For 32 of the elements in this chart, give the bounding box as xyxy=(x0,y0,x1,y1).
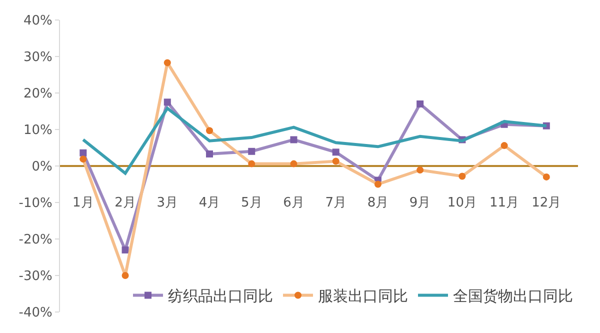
y-tick-label: -40% xyxy=(18,306,52,321)
y-tick-label: -10% xyxy=(18,196,52,212)
x-tick-label: 3月 xyxy=(156,195,178,210)
x-tick-label: 5月 xyxy=(240,195,262,210)
point xyxy=(248,148,256,155)
legend-label: 服装出口同比 xyxy=(318,287,408,306)
point xyxy=(164,98,171,106)
x-tick-label: 10月 xyxy=(447,195,477,210)
x-tick-label: 4月 xyxy=(198,195,220,210)
point xyxy=(416,100,424,108)
y-tick-label: 20% xyxy=(23,86,52,102)
x-tick-label: 9月 xyxy=(409,195,431,210)
x-tick-label: 7月 xyxy=(325,195,346,210)
point xyxy=(80,149,87,156)
point xyxy=(206,150,213,158)
y-tick-label: 10% xyxy=(23,123,52,138)
y-tick-label: -20% xyxy=(18,232,52,248)
legend-label: 全国货物出口同比 xyxy=(453,287,573,306)
y-tick-label: 30% xyxy=(23,50,52,66)
x-tick-label: 1月 xyxy=(72,195,94,210)
point xyxy=(332,148,340,156)
point xyxy=(122,246,129,254)
x-tick-label: 11月 xyxy=(490,195,520,210)
x-tick-label: 12月 xyxy=(532,195,562,210)
y-tick-label: 0% xyxy=(32,160,52,175)
legend-label: 纺织品出口同比 xyxy=(168,287,273,306)
y-tick-label: -30% xyxy=(18,269,52,284)
point xyxy=(290,136,298,144)
x-tick-label: 2月 xyxy=(114,195,136,210)
x-tick-label: 8月 xyxy=(367,195,389,210)
y-tick-label: 40% xyxy=(23,14,52,29)
x-tick-label: 6月 xyxy=(283,195,304,210)
